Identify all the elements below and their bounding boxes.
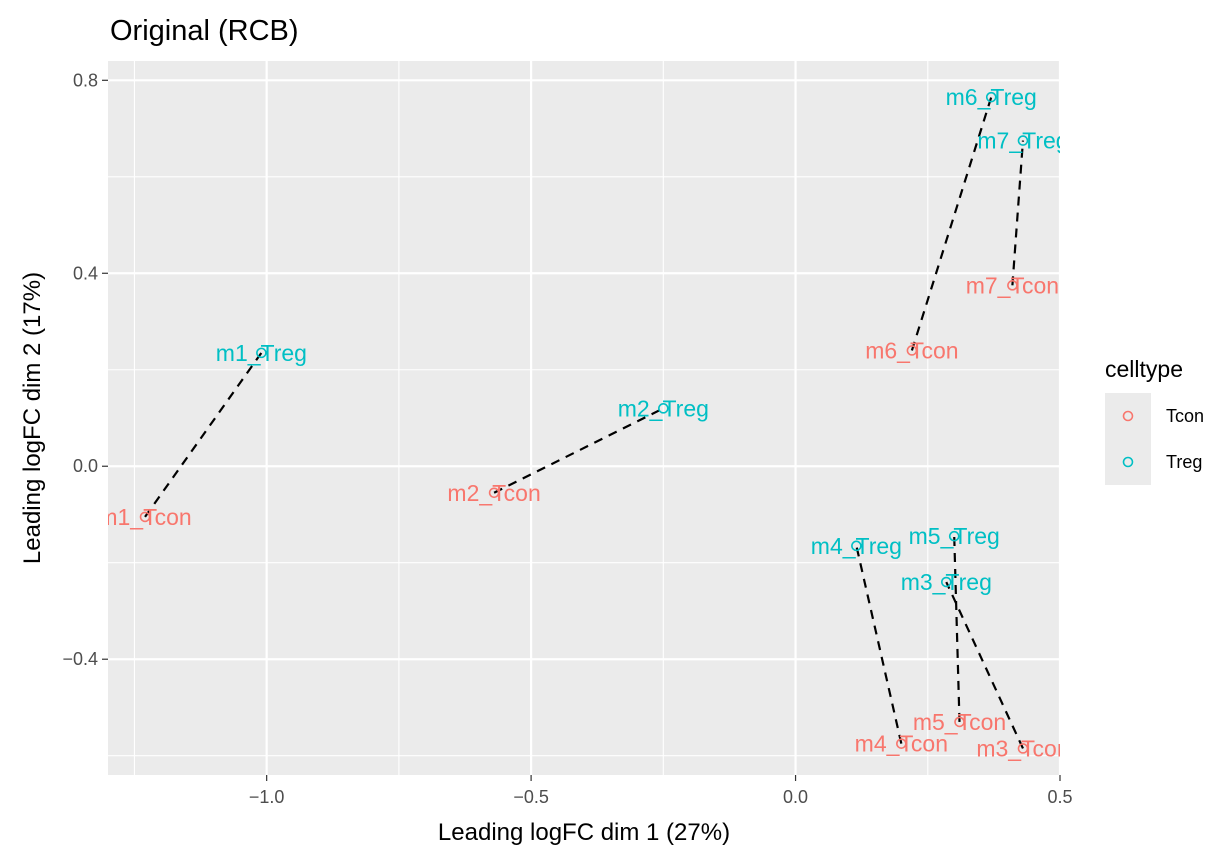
data-point <box>1017 135 1029 146</box>
data-point <box>948 530 960 542</box>
data-points <box>139 91 1029 754</box>
x-axis: −1.0 −0.5 0.0 0.5 <box>249 775 1073 807</box>
y-tick-label: 0.4 <box>73 263 98 283</box>
grid-major <box>108 61 1062 775</box>
point-label: m4_Treg <box>811 533 902 559</box>
data-point <box>906 345 918 356</box>
legend: celltype Tcon Treg <box>1105 356 1204 485</box>
legend-label: Tcon <box>1166 406 1204 426</box>
y-tick-label: 0.0 <box>73 456 98 476</box>
legend-title: celltype <box>1105 356 1183 382</box>
data-point <box>851 540 862 552</box>
data-point <box>488 487 500 499</box>
point-label: m7_Tcon <box>966 272 1059 298</box>
data-point <box>940 576 952 588</box>
x-tick-label: −1.0 <box>249 787 285 807</box>
y-tick-label: 0.8 <box>73 70 98 90</box>
legend-key <box>1105 439 1151 485</box>
point-label: m7_Treg <box>977 128 1068 154</box>
data-point <box>1007 280 1018 291</box>
data-point <box>954 716 965 728</box>
x-tick-label: 0.5 <box>1047 787 1072 807</box>
point-label: m1_Treg <box>216 340 307 366</box>
x-tick-label: 0.0 <box>783 787 808 807</box>
point-label: m6_Treg <box>946 84 1037 110</box>
point-label: m3_Tcon <box>976 735 1069 761</box>
legend-marker <box>1122 456 1134 468</box>
legend-marker <box>1122 410 1134 422</box>
point-label: m2_Treg <box>618 395 709 421</box>
pair-segment <box>855 545 903 744</box>
chart-title: Original (RCB) <box>110 15 299 47</box>
data-point <box>658 403 669 414</box>
data-point <box>985 91 997 103</box>
pair-segment <box>1011 140 1025 286</box>
x-tick-label: −0.5 <box>513 787 549 807</box>
legend-key <box>1105 393 1151 439</box>
pair-segments <box>144 96 1025 749</box>
point-labels: m1_Tcon m1_Treg m2_Tcon m2_Treg m3_Tcon m3_Tr… <box>98 84 1069 761</box>
point-label: m1_Tcon <box>98 504 191 530</box>
pair-segment <box>144 352 263 518</box>
point-label: m5_Tcon <box>913 709 1006 735</box>
pair-segment <box>910 96 993 351</box>
point-label: m6_Tcon <box>865 337 958 363</box>
data-point <box>139 511 151 523</box>
point-label: m5_Treg <box>909 523 1000 549</box>
point-label: m3_Treg <box>901 569 992 595</box>
legend-label: Treg <box>1166 452 1202 472</box>
data-point <box>896 738 907 749</box>
point-label: m2_Tcon <box>447 480 540 506</box>
data-point <box>1017 743 1029 754</box>
plot-panel <box>108 61 1060 775</box>
point-label: m4_Tcon <box>855 731 948 757</box>
pair-segment <box>945 581 1024 749</box>
x-axis-title: Leading logFC dim 1 (27%) <box>438 819 730 846</box>
y-axis-title: Leading logFC dim 2 (17%) <box>19 272 46 564</box>
y-axis: −0.4 0.0 0.4 0.8 <box>62 70 108 669</box>
data-point <box>256 347 267 359</box>
y-tick-label: −0.4 <box>62 649 98 669</box>
